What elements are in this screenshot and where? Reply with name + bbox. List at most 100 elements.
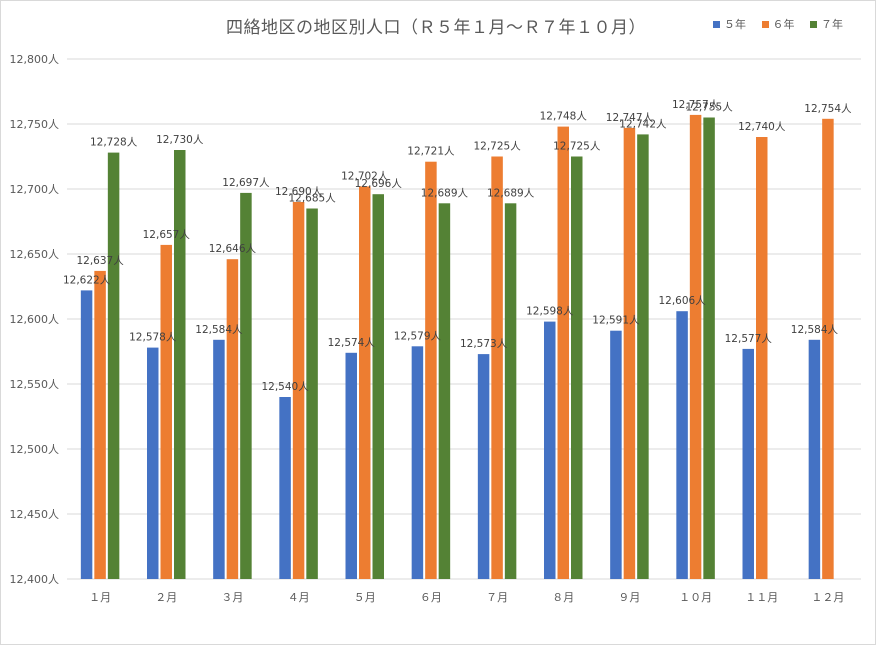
data-label-2: 12,748人	[540, 111, 588, 123]
bar-1	[279, 397, 291, 579]
bar-1	[808, 339, 821, 579]
x-tick-label: １月	[89, 591, 111, 604]
data-label-3: 12,696人	[355, 178, 403, 190]
data-label-1: 12,606人	[658, 295, 706, 307]
bar-3	[107, 152, 120, 579]
y-tick-label: 12,800人	[10, 53, 60, 66]
legend: ５年 ６年 ７年	[713, 16, 855, 32]
legend-label-series-2: ６年	[772, 18, 795, 31]
bar-1	[477, 354, 490, 579]
data-label-2: 12,725人	[473, 141, 521, 153]
data-label-1: 12,622人	[63, 274, 111, 286]
y-tick-label: 12,400人	[10, 573, 60, 586]
legend-swatch-series-2	[761, 20, 769, 28]
x-tick-label: ２月	[155, 591, 177, 604]
data-label-3: 12,742人	[619, 118, 667, 130]
x-tick-label: ７月	[486, 591, 508, 604]
data-label-3: 12,725人	[553, 141, 601, 153]
data-label-1: 12,574人	[328, 337, 376, 349]
bar-3	[438, 203, 451, 580]
bar-3	[571, 156, 583, 579]
x-tick-label: １１月	[745, 591, 778, 604]
bar-2	[623, 127, 636, 580]
legend-swatch-series-3	[810, 20, 817, 28]
data-label-2: 12,754人	[804, 103, 852, 115]
legend-label-series-3: ７年	[821, 18, 843, 31]
bar-1	[610, 330, 622, 579]
x-tick-label: ６月	[420, 591, 442, 604]
bar-2	[359, 186, 371, 579]
chart-title: 四絡地区の地区別人口（Ｒ５年１月～Ｒ７年１０月）	[226, 18, 646, 38]
bar-1	[213, 339, 225, 579]
y-tick-label: 12,450人	[10, 508, 60, 521]
data-label-3: 12,728人	[90, 137, 138, 149]
data-label-2: 12,637人	[76, 255, 124, 267]
legend-item-series-1: ５年	[713, 16, 746, 32]
y-tick-label: 12,550人	[10, 378, 60, 391]
x-tick-label: １０月	[679, 591, 712, 604]
bar-2	[425, 161, 437, 579]
bar-1	[742, 348, 754, 579]
x-tick-label: ９月	[618, 591, 640, 604]
bar-2	[756, 137, 768, 579]
bar-3	[306, 208, 318, 579]
data-label-1: 12,577人	[725, 333, 773, 345]
y-tick-label: 12,650人	[10, 248, 60, 261]
data-label-1: 12,598人	[526, 306, 574, 318]
data-label-2: 12,690人	[275, 186, 323, 198]
bar-2	[160, 244, 172, 579]
data-label-1: 12,584人	[195, 324, 243, 336]
y-tick-label: 12,700人	[10, 183, 60, 196]
data-label-2: 12,757人	[672, 99, 720, 111]
data-label-3: 12,689人	[421, 187, 469, 199]
bar-2	[292, 202, 305, 579]
x-tick-label: ８月	[552, 591, 574, 604]
data-label-3: 12,730人	[156, 134, 204, 146]
bar-2	[689, 114, 702, 580]
data-label-2: 12,657人	[143, 229, 191, 241]
legend-label-series-1: ５年	[724, 18, 746, 31]
legend-swatch-series-1	[713, 20, 720, 28]
data-label-2: 12,721人	[407, 146, 455, 158]
x-tick-label: ４月	[288, 591, 310, 604]
y-tick-label: 12,500人	[10, 443, 60, 456]
bar-3	[504, 203, 517, 580]
data-label-1: 12,584人	[791, 324, 839, 336]
bar-3	[372, 194, 384, 579]
legend-item-series-3: ７年	[810, 16, 843, 32]
bar-2	[226, 259, 239, 579]
x-tick-label: ５月	[354, 591, 376, 604]
legend-item-series-2: ６年	[761, 16, 795, 32]
data-label-2: 12,702人	[341, 170, 389, 182]
data-label-1: 12,591人	[592, 315, 640, 327]
bar-3	[240, 192, 252, 579]
x-tick-label: １２月	[811, 591, 844, 604]
bar-1	[676, 311, 688, 579]
bar-3	[637, 134, 649, 579]
data-label-3: 12,755人	[685, 102, 733, 114]
y-tick-label: 12,750人	[10, 118, 60, 131]
bar-2	[94, 270, 106, 579]
bar-2	[822, 118, 834, 580]
y-tick-label: 12,600人	[10, 313, 60, 326]
data-label-2: 12,740人	[738, 121, 786, 133]
bar-3	[703, 117, 715, 579]
data-label-1: 12,540人	[261, 381, 309, 393]
bar-1	[80, 290, 93, 579]
data-label-3: 12,685人	[288, 193, 336, 205]
bar-1	[147, 347, 159, 579]
bar-3	[174, 150, 186, 579]
data-label-2: 12,747人	[606, 112, 654, 124]
data-label-2: 12,646人	[209, 243, 257, 255]
data-label-1: 12,573人	[460, 338, 508, 350]
data-label-1: 12,578人	[129, 332, 177, 344]
bar-1	[544, 321, 556, 579]
data-label-3: 12,689人	[487, 187, 535, 199]
data-label-1: 12,579人	[394, 330, 442, 342]
bar-2	[557, 126, 569, 579]
bar-1	[411, 346, 424, 579]
bar-2	[491, 156, 503, 579]
data-label-3: 12,697人	[222, 177, 270, 189]
